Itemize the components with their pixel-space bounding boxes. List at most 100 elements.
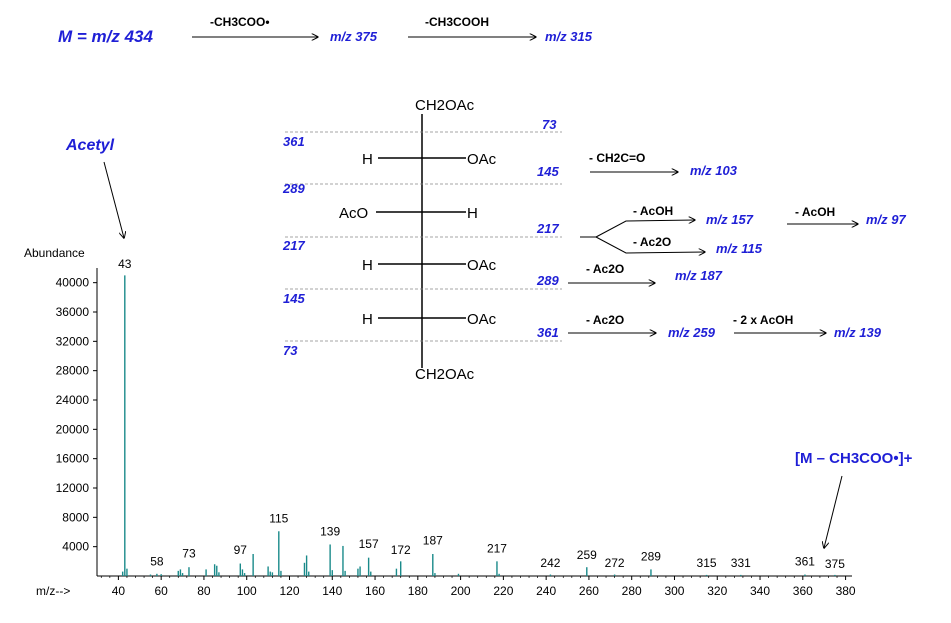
acetyl-arrow [103, 161, 124, 238]
row2-left: AcO [339, 205, 368, 222]
y-tick-label: 16000 [56, 452, 90, 466]
row1-right: OAc [467, 151, 497, 168]
structure-top: CH2OAc [415, 97, 475, 114]
left-mass: 361 [283, 134, 305, 149]
peak-label: 331 [731, 556, 751, 570]
x-axis-title: m/z--> [36, 584, 70, 598]
x-tick-label: 40 [112, 584, 126, 598]
peak-label: 115 [269, 511, 288, 525]
x-tick-label: 360 [793, 584, 813, 598]
loss-2acoh: - 2 x AcOH [733, 313, 793, 327]
molecule-label: M = m/z 434 [58, 27, 154, 46]
loss1-label: -CH3COO• [210, 15, 270, 29]
product-139: m/z 139 [834, 325, 882, 340]
x-ticks: 40 60 80 100 120 140 160 180 200 220 240 260 280 300 3… [100, 576, 856, 598]
x-tick-label: 120 [279, 584, 299, 598]
x-tick-label: 160 [365, 584, 385, 598]
y-tick-label: 28000 [56, 364, 90, 378]
peak-label: 97 [234, 543, 248, 557]
peak-labels: 43 58 73 97 115 139 157 172 187 217 242 259 272 289 31… [118, 257, 845, 571]
right-mass: 361 [537, 325, 559, 340]
left-mass: 73 [283, 343, 298, 358]
fragment-ion-arrow [824, 475, 843, 548]
x-tick-label: 180 [408, 584, 428, 598]
peak-label: 259 [577, 548, 597, 562]
x-tick-label: 60 [154, 584, 168, 598]
x-tick-label: 240 [536, 584, 556, 598]
arrow-217-115 [595, 236, 705, 253]
x-tick-label: 300 [664, 584, 684, 598]
x-tick-label: 320 [707, 584, 727, 598]
peak-label: 361 [795, 555, 815, 569]
right-mass: 73 [542, 117, 557, 132]
x-tick-label: 140 [322, 584, 342, 598]
arrow-217-157 [595, 220, 695, 238]
product2-label: m/z 315 [545, 29, 593, 44]
row4-left: H [362, 311, 373, 328]
x-tick-label: 340 [750, 584, 770, 598]
row3-right: OAc [467, 257, 497, 274]
y-ticks: 4000 8000 12000 16000 20000 24000 28000 32000 36… [56, 276, 97, 554]
acetyl-label: Acetyl [65, 137, 115, 154]
peak-label: 172 [391, 543, 411, 557]
product-115: m/z 115 [716, 241, 763, 256]
x-tick-label: 220 [493, 584, 513, 598]
peak-label: 242 [540, 556, 560, 570]
fragmentation-pathways: - CH2C=O m/z 103 - AcOH m/z 157 - AcOH m… [568, 151, 907, 340]
product-97: m/z 97 [866, 212, 907, 227]
y-tick-label: 8000 [62, 510, 89, 524]
y-tick-label: 24000 [56, 393, 90, 407]
loss-acoh-2: - AcOH [795, 205, 835, 219]
product-187: m/z 187 [675, 268, 723, 283]
y-tick-label: 32000 [56, 334, 90, 348]
y-tick-label: 20000 [56, 422, 90, 436]
row4-right: OAc [467, 311, 497, 328]
fragment-ion-label: [M – CH3COO•]+ [795, 450, 913, 467]
peak-label: 289 [641, 550, 661, 564]
peak-label: 187 [423, 533, 443, 547]
x-tick-label: 380 [836, 584, 856, 598]
spectrum-peaks [121, 275, 836, 576]
loss-ac2o-2: - Ac2O [586, 262, 624, 276]
left-mass: 145 [283, 291, 305, 306]
peak-label: 217 [487, 542, 507, 556]
peak-label: 375 [825, 557, 845, 571]
x-tick-label: 280 [622, 584, 642, 598]
loss-ac2o-1: - Ac2O [633, 235, 671, 249]
peak-label: 58 [150, 555, 164, 569]
right-mass: 217 [536, 221, 559, 236]
y-tick-label: 40000 [56, 276, 90, 290]
row1-left: H [362, 151, 373, 168]
cleavage-lines [285, 131, 562, 342]
right-mass: 145 [537, 164, 559, 179]
product-103: m/z 103 [690, 163, 738, 178]
x-tick-label: 80 [197, 584, 211, 598]
y-tick-label: 4000 [62, 540, 89, 554]
structure-bottom: CH2OAc [415, 366, 475, 383]
peak-label: 315 [697, 556, 717, 570]
y-tick-label: 12000 [56, 481, 90, 495]
right-mass: 289 [536, 273, 559, 288]
row2-right: H [467, 205, 478, 222]
loss-ch2co: - CH2C=O [589, 151, 645, 165]
loss-ac2o-3: - Ac2O [586, 313, 624, 327]
product-259: m/z 259 [668, 325, 716, 340]
left-mass: 289 [282, 181, 305, 196]
y-axis-title: Abundance [24, 246, 85, 260]
row3-left: H [362, 257, 373, 274]
peak-label: 157 [359, 537, 379, 551]
peak-label: 43 [118, 257, 132, 271]
y-tick-label: 36000 [56, 305, 90, 319]
product1-label: m/z 375 [330, 29, 378, 44]
product-157: m/z 157 [706, 212, 754, 227]
peak-label: 139 [320, 525, 340, 539]
x-tick-label: 200 [451, 584, 471, 598]
loss-acoh-1: - AcOH [633, 204, 673, 218]
loss2-label: -CH3COOH [425, 15, 489, 29]
peak-label: 272 [605, 556, 625, 570]
peak-label: 73 [182, 547, 196, 561]
x-tick-label: 260 [579, 584, 599, 598]
structure: CH2OAc H OAc AcO H H OAc H OAc CH2OAc [339, 97, 497, 383]
